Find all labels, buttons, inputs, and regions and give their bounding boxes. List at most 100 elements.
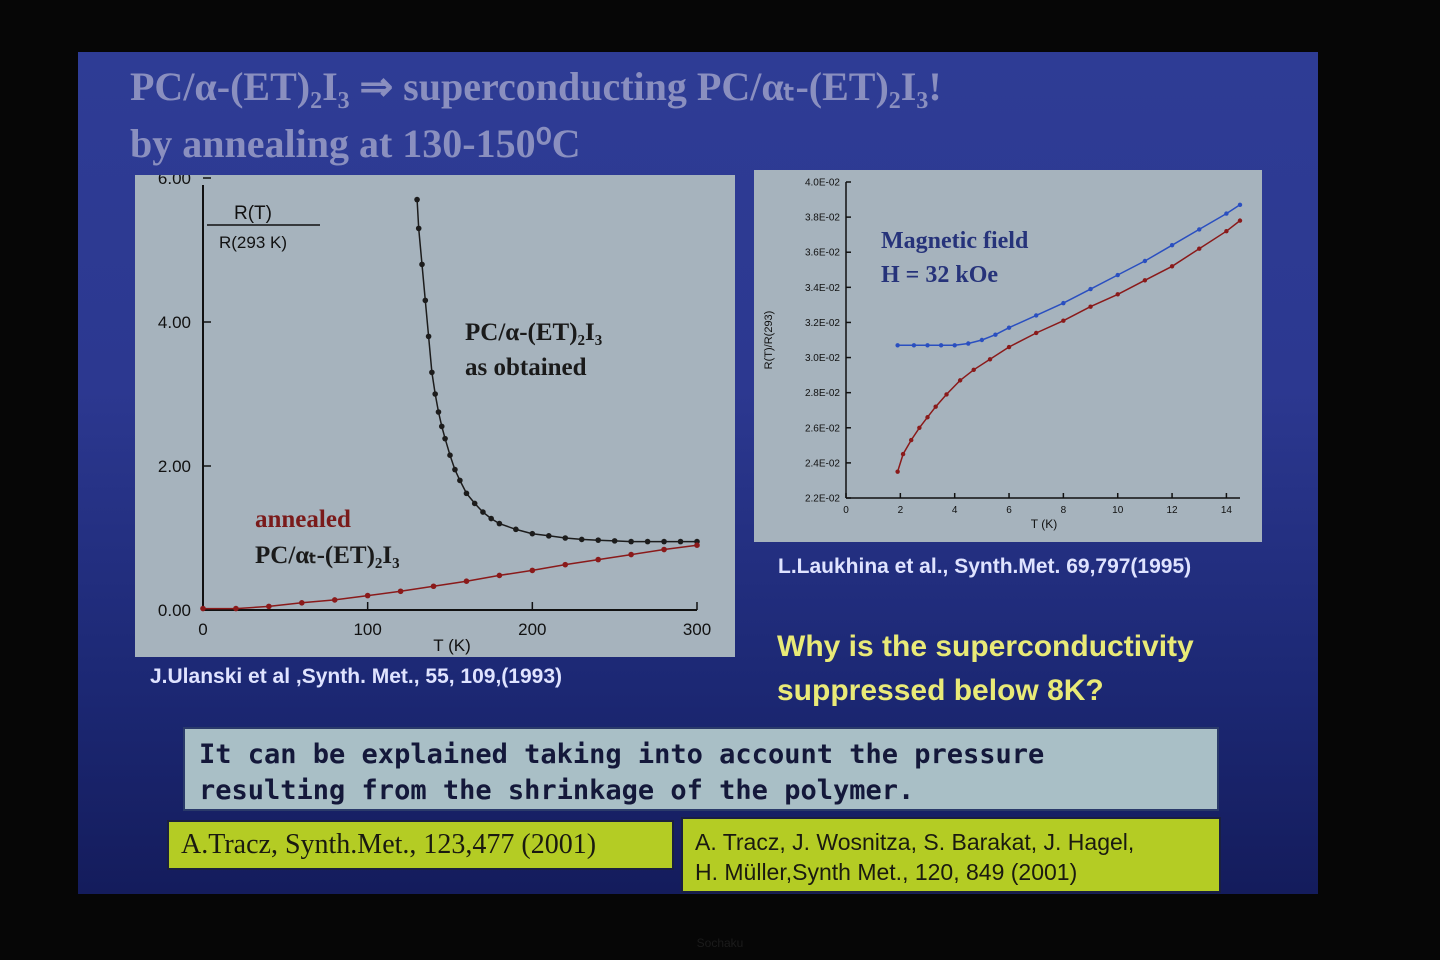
slide-title-line1: PC/α-(ET)₂I₃ ⇒ superconducting PC/αₜ-(ET… (130, 64, 942, 109)
data-point (933, 404, 938, 409)
data-point (1224, 211, 1229, 216)
data-point (1006, 325, 1012, 330)
data-point (1115, 272, 1120, 278)
data-point (595, 556, 601, 563)
data-point (1169, 243, 1175, 248)
data-point (1169, 264, 1175, 269)
data-point (414, 196, 420, 203)
y-tick-label: 2.8E-02 (805, 388, 840, 399)
data-point (200, 605, 206, 612)
y-tick-label: 3.6E-02 (805, 248, 840, 259)
x-tick-label: 4 (952, 505, 958, 516)
x-tick-label: 200 (518, 620, 546, 639)
series-label-annealed-line1: annealed (255, 506, 351, 533)
data-point (1237, 202, 1243, 208)
ylabel-denominator: R(293 K) (219, 233, 287, 252)
data-point (1237, 218, 1243, 223)
data-point (911, 343, 917, 348)
data-point (1088, 286, 1093, 292)
data-point (1088, 304, 1093, 309)
y-tick-label: 4.00 (158, 313, 191, 332)
xlabel: T (K) (433, 636, 470, 655)
reference-2-line1: A. Tracz, J. Wosnitza, S. Barakat, J. Ha… (695, 829, 1135, 855)
explanation-line2: resulting from the shrinkage of the poly… (199, 775, 915, 806)
annotation-line2: H = 32 kOe (881, 262, 998, 288)
data-point (1034, 313, 1039, 318)
x-tick-label: 14 (1221, 505, 1233, 516)
series-line-1 (203, 544, 698, 610)
data-point (447, 452, 453, 459)
slide-title-line2: by annealing at 130-150⁰C (130, 121, 581, 166)
data-point (611, 538, 618, 544)
question-line2: suppressed below 8K? (777, 674, 1104, 707)
explanation-box: It can be explained taking into account … (183, 727, 1219, 811)
data-point (1142, 258, 1148, 264)
data-point (1006, 344, 1012, 350)
data-point (966, 341, 971, 346)
data-point (529, 530, 536, 537)
x-tick-label: 10 (1112, 505, 1124, 516)
chart-panel-left: 0 100 200 300 0.00 2.00 4.00 6.00 R(T) R(293 K)… (135, 169, 735, 657)
data-point (299, 600, 305, 606)
data-point (925, 343, 930, 348)
ylabel: R(T)/R(293) (763, 311, 775, 370)
data-point (471, 500, 478, 507)
citation-right: L.Laukhina et al., Synth.Met. 69,797(199… (778, 555, 1192, 578)
data-point (496, 520, 503, 527)
footer-watermark: Sochaku (696, 936, 744, 950)
x-tick-label: 100 (353, 620, 381, 639)
data-point (562, 535, 569, 541)
series-label-as-obtained-line1: PC/α-(ET)₂I₃ (465, 319, 602, 346)
data-point (900, 451, 906, 457)
data-point (438, 423, 445, 430)
chart-panel-right: 0 2 4 6 8 10 12 14 2.2E-02 2.4E-02 2.6E-02 2.8E-02 3… (754, 170, 1262, 542)
data-point (952, 343, 957, 348)
y-tick-label: 3.2E-02 (805, 318, 840, 329)
ylabel-numerator: R(T) (234, 203, 272, 224)
y-tick-label: 3.0E-02 (805, 353, 840, 364)
data-point (578, 536, 585, 543)
y-tick-label: 2.4E-02 (805, 458, 840, 469)
reference-box-2: A. Tracz, J. Wosnitza, S. Barakat, J. Ha… (681, 817, 1221, 893)
data-point (432, 391, 438, 397)
data-point (1115, 292, 1120, 297)
data-point (628, 551, 634, 558)
data-point (529, 567, 536, 574)
x-tick-label: 6 (1006, 505, 1012, 516)
chart-left: 0 100 200 300 0.00 2.00 4.00 6.00 R(T) R(293 K)… (158, 169, 711, 655)
data-point (1061, 318, 1066, 323)
data-point (442, 435, 448, 442)
data-point (463, 578, 470, 584)
data-point (895, 343, 900, 348)
data-point (422, 297, 429, 304)
data-point (993, 332, 998, 337)
y-tick-label: 2.6E-02 (805, 423, 840, 434)
data-point (463, 490, 470, 497)
y-tick-label: 3.4E-02 (805, 283, 840, 294)
explanation-line1: It can be explained taking into account … (199, 739, 1045, 770)
y-tick-label: 6.00 (158, 175, 191, 188)
data-point (987, 357, 993, 362)
data-point (364, 592, 371, 599)
series-line-1 (896, 220, 1241, 472)
data-point (628, 538, 634, 545)
data-point (429, 369, 435, 376)
data-point (266, 603, 272, 610)
data-point (925, 415, 930, 420)
x-tick-label: 2 (898, 505, 904, 516)
data-point (513, 526, 519, 533)
data-point (661, 546, 667, 553)
data-point (979, 337, 985, 343)
chart-right: 0 2 4 6 8 10 12 14 2.2E-02 2.4E-02 2.6E-02 2.8E-02 3… (763, 178, 1243, 531)
reference-1-text: A.Tracz, Synth.Met., 123,477 (2001) (181, 829, 597, 860)
annotation-line1: Magnetic field (881, 228, 1029, 254)
y-tick-label: 3.8E-02 (805, 213, 840, 224)
data-point (938, 343, 944, 348)
series-line-0 (897, 204, 1241, 347)
xlabel: T (K) (1031, 517, 1057, 531)
data-point (415, 225, 422, 232)
reference-2-line2: H. Müller,Synth Met., 120, 849 (2001) (695, 859, 1078, 885)
y-tick-label: 4.0E-02 (805, 178, 840, 189)
series-label-annealed-line2: PC/αₜ-(ET)₂I₃ (255, 542, 400, 569)
data-point (694, 542, 700, 548)
